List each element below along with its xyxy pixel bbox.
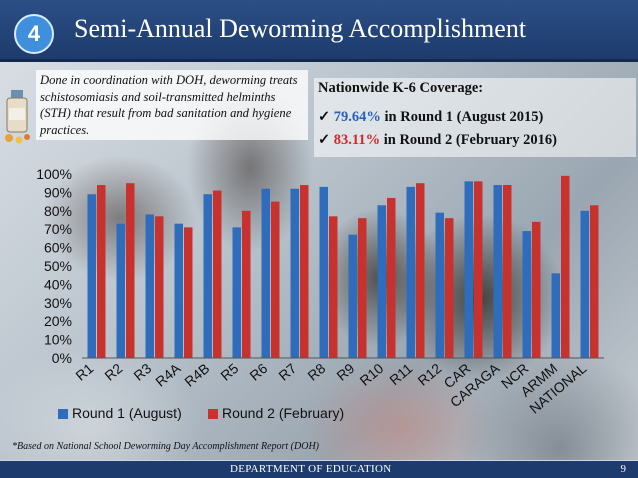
x-tick-label: R9: [333, 360, 357, 384]
x-tick-label: R4A: [152, 360, 184, 390]
y-tick-label: 60%: [44, 240, 72, 256]
bar-round1: [493, 185, 502, 358]
coverage-round2: ✓ 83.11% in Round 2 (February 2016): [318, 132, 632, 149]
x-tick-label: R8: [304, 360, 328, 384]
y-tick-label: 0%: [52, 350, 72, 366]
bar-round1: [290, 188, 299, 358]
bar-round2: [213, 190, 222, 358]
bar-round2: [358, 218, 367, 358]
coverage-bar-chart: 0%10%20%30%40%50%60%70%80%90%100%R1 R2 R3R…: [36, 166, 604, 421]
source-footnote: *Based on National School Deworming Day …: [12, 441, 319, 452]
y-tick-label: 50%: [44, 258, 72, 274]
bar-round2: [329, 216, 338, 358]
bar-round1: [551, 273, 560, 358]
bar-round1: [87, 194, 96, 358]
bar-round2: [271, 201, 280, 358]
bar-round1: [522, 231, 531, 358]
bar-round2: [97, 185, 106, 358]
y-tick-label: 10%: [44, 332, 72, 348]
bar-round2: [416, 183, 425, 358]
slide-number-badge: 4: [14, 14, 54, 54]
bar-round2: [561, 175, 570, 358]
bar-round1: [116, 223, 125, 358]
y-tick-label: 70%: [44, 221, 72, 237]
legend-label: Round 2 (February): [222, 405, 344, 421]
round2-percentage: 83.11%: [333, 132, 381, 148]
deworming-note: Done in coordination with DOH, deworming…: [36, 70, 308, 140]
bar-round2: [474, 181, 483, 358]
x-tick-label: R2: [101, 360, 125, 384]
medicine-bottle-icon: [5, 90, 30, 144]
bar-round2: [300, 185, 309, 358]
bar-round1: [435, 212, 444, 358]
bar-round1: [174, 223, 183, 358]
y-tick-label: 30%: [44, 295, 72, 311]
check-icon: ✓: [318, 109, 331, 125]
x-tick-label: R10: [356, 360, 386, 389]
x-tick-label: R3: [130, 360, 154, 384]
y-tick-label: 20%: [44, 313, 72, 329]
coverage-heading: Nationwide K-6 Coverage:: [318, 80, 484, 96]
x-tick-label: R6: [246, 360, 270, 384]
bar-round1: [348, 234, 357, 358]
bar-round2: [184, 227, 193, 358]
x-tick-label: R5: [217, 360, 241, 384]
bar-round2: [590, 205, 599, 358]
legend-swatch: [58, 409, 68, 419]
bar-round2: [126, 183, 135, 358]
bar-round1: [319, 186, 328, 358]
bar-round1: [261, 188, 270, 358]
slide-header: 4 Semi-Annual Deworming Accomplishment: [0, 0, 638, 62]
bar-round1: [145, 214, 154, 358]
bar-round2: [155, 216, 164, 358]
slide-title: Semi-Annual Deworming Accomplishment: [74, 14, 527, 43]
bar-round2: [532, 221, 541, 358]
coverage-round1: ✓ 79.64% in Round 1 (August 2015): [318, 109, 632, 126]
coverage-box: Nationwide K-6 Coverage: ✓ 79.64% in Rou…: [314, 78, 636, 157]
x-tick-label: R12: [414, 360, 444, 389]
bar-round2: [445, 218, 454, 358]
y-tick-label: 100%: [36, 166, 72, 182]
page-number: 9: [620, 463, 627, 475]
x-tick-label: R1: [72, 360, 96, 384]
bar-round1: [406, 186, 415, 358]
bar-round1: [377, 205, 386, 358]
y-tick-label: 80%: [44, 203, 72, 219]
round2-label: in Round 2 (February 2016): [383, 132, 557, 148]
round1-label: in Round 1 (August 2015): [384, 109, 544, 125]
bar-round1: [464, 181, 473, 358]
round1-percentage: 79.64%: [333, 109, 381, 125]
y-tick-label: 40%: [44, 276, 72, 292]
legend-swatch: [208, 409, 218, 419]
bar-round1: [203, 194, 212, 358]
slide-footer: DEPARTMENT OF EDUCATION 9: [0, 461, 638, 478]
y-tick-label: 90%: [44, 184, 72, 200]
bar-round2: [242, 210, 251, 358]
bar-round2: [387, 197, 396, 358]
x-tick-label: R4B: [181, 360, 212, 390]
x-tick-label: R7: [275, 360, 299, 384]
legend-label: Round 1 (August): [72, 405, 182, 421]
bar-round1: [232, 227, 241, 358]
bar-round2: [503, 185, 512, 358]
check-icon: ✓: [318, 132, 331, 148]
x-tick-label: R11: [386, 360, 415, 388]
bar-round1: [580, 210, 589, 358]
department-label: DEPARTMENT OF EDUCATION: [230, 463, 392, 475]
